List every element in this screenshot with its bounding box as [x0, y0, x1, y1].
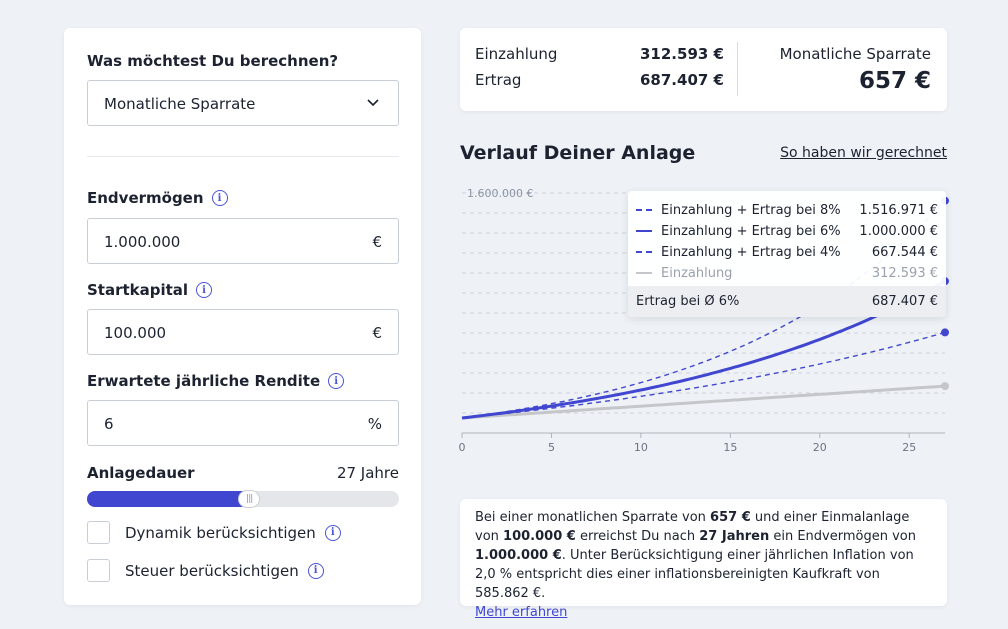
calculation-link[interactable]: So haben wir gerechnet: [780, 145, 947, 161]
return-label: Erwartete jährliche Rendite: [87, 372, 321, 390]
legend-series-name: Einzahlung: [661, 265, 733, 281]
start-capital-label-row: Startkapital i: [87, 281, 213, 299]
series-end-point: [941, 382, 949, 391]
rate-value: 657 €: [858, 68, 931, 94]
explanation-highlight: 100.000 €: [503, 529, 576, 544]
legend-swatch: [636, 272, 652, 274]
explanation-part: Bei einer monatlichen Sparrate von: [475, 510, 711, 525]
legend-swatch: [636, 251, 652, 253]
info-icon[interactable]: i: [211, 190, 228, 206]
legend-series-value: 1.516.971 €: [859, 202, 938, 218]
x-tick-label: 15: [723, 441, 737, 454]
deposit-label: Einzahlung: [475, 45, 558, 63]
legend-item: Einzahlung + Ertrag bei 4% 667.544 €: [636, 243, 938, 261]
end-capital-label-row: Endvermögen i: [87, 189, 228, 207]
duration-label: Anlagedauer: [87, 464, 195, 482]
return-input[interactable]: 6 %: [87, 400, 399, 446]
series-line: [461, 331, 946, 419]
dynamic-label: Dynamik berücksichtigen: [125, 523, 316, 542]
return-label-row: Erwartete jährliche Rendite i: [87, 372, 345, 390]
explanation-part: und einer Einmalanlage von: [475, 510, 910, 544]
legend-footer-value: 687.407 €: [871, 294, 938, 309]
info-icon[interactable]: i: [324, 524, 341, 541]
legend-footer-label: Ertrag bei Ø 6%: [636, 294, 740, 309]
calc-type-select[interactable]: Monatliche Sparrate: [87, 80, 399, 126]
legend-swatch: [636, 230, 652, 232]
legend-footer: Ertrag bei Ø 6% 687.407 €: [628, 286, 946, 317]
x-tick-label: 25: [902, 441, 916, 454]
series-line: [461, 384, 946, 420]
slider-grip-icon[interactable]: |||: [238, 490, 261, 508]
chart-title: Verlauf Deiner Anlage: [460, 142, 696, 164]
x-tick-label: 5: [548, 441, 555, 454]
end-capital-label: Endvermögen: [87, 189, 204, 207]
start-capital-value: 100.000: [104, 324, 167, 342]
info-icon[interactable]: i: [328, 373, 345, 389]
legend-item: Einzahlung 312.593 €: [636, 264, 938, 282]
x-tick-label: 10: [634, 441, 648, 454]
info-icon[interactable]: i: [196, 282, 213, 298]
explanation-text: Bei einer monatlichen Sparrate von 657 €…: [475, 508, 935, 622]
deposit-value: 312.593 €: [640, 45, 724, 63]
rate-label: Monatliche Sparrate: [779, 45, 931, 63]
explanation-highlight: 657 €: [710, 510, 751, 525]
info-icon[interactable]: i: [307, 562, 324, 579]
explanation-part: . Unter Berücksichtigung einer jährliche…: [475, 548, 914, 601]
legend-series-value: 312.593 €: [871, 265, 938, 281]
explanation-part: ein Endvermögen von: [769, 529, 916, 544]
learn-more-link[interactable]: Mehr erfahren: [475, 605, 568, 620]
start-capital-label: Startkapital: [87, 281, 189, 299]
legend-item: Einzahlung + Ertrag bei 6% 1.000.000 €: [636, 222, 938, 240]
yield-value: 687.407 €: [640, 71, 724, 89]
chart-legend: Ertrag bei Ø 6% 687.407 € Einzahlung + E…: [628, 191, 946, 317]
return-unit: %: [367, 415, 382, 433]
chevron-down-icon: [367, 99, 379, 107]
duration-slider[interactable]: |||: [87, 490, 399, 508]
explanation-part: erreichst Du nach: [575, 529, 700, 544]
result-explanation: Bei einer monatlichen Sparrate von 657 €…: [460, 499, 947, 620]
legend-series-value: 667.544 €: [871, 244, 938, 260]
legend-series-name: Einzahlung + Ertrag bei 4%: [661, 244, 841, 260]
end-capital-input[interactable]: 1.000.000 €: [87, 218, 399, 264]
end-capital-value: 1.000.000: [104, 233, 181, 251]
result-summary: Einzahlung 312.593 € Ertrag 687.407 € Mo…: [460, 28, 947, 111]
x-tick-label: 20: [813, 441, 827, 454]
tax-checkbox[interactable]: [87, 559, 110, 582]
duration-row: Anlagedauer 27 Jahre: [87, 464, 399, 482]
y-tick-label: 1.600.000 €: [467, 187, 533, 200]
growth-chart: 1.600.000 € 0 5 10 15 20 25: [459, 187, 949, 454]
x-tick-label: 0: [459, 441, 466, 454]
explanation-highlight: 1.000.000 €: [475, 548, 562, 563]
calc-type-value: Monatliche Sparrate: [104, 95, 256, 113]
dynamic-checkbox[interactable]: [87, 521, 110, 544]
explanation-highlight: 27 Jahren: [699, 529, 770, 544]
start-capital-input[interactable]: 100.000 €: [87, 309, 399, 355]
form-divider: [87, 156, 399, 157]
legend-swatch: [636, 209, 652, 211]
tax-option[interactable]: Steuer berücksichtigen i: [87, 559, 324, 582]
dynamic-option[interactable]: Dynamik berücksichtigen i: [87, 521, 341, 544]
series-end-point: [941, 328, 949, 337]
return-value: 6: [104, 415, 114, 433]
yield-label: Ertrag: [475, 71, 522, 89]
calculator-form: Was möchtest Du berechnen? Monatliche Sp…: [64, 28, 421, 605]
duration-value: 27 Jahre: [336, 464, 399, 482]
series-line: [461, 279, 946, 420]
tax-label: Steuer berücksichtigen: [125, 561, 299, 580]
start-capital-unit: €: [372, 324, 382, 342]
legend-series-name: Einzahlung + Ertrag bei 8%: [661, 202, 841, 218]
legend-series-value: 1.000.000 €: [859, 223, 938, 239]
form-question: Was möchtest Du berechnen?: [87, 52, 339, 70]
legend-item: Einzahlung + Ertrag bei 8% 1.516.971 €: [636, 201, 938, 219]
end-capital-unit: €: [372, 233, 382, 251]
slider-fill: [87, 491, 250, 507]
summary-divider: [737, 42, 738, 96]
legend-series-name: Einzahlung + Ertrag bei 6%: [661, 223, 841, 239]
